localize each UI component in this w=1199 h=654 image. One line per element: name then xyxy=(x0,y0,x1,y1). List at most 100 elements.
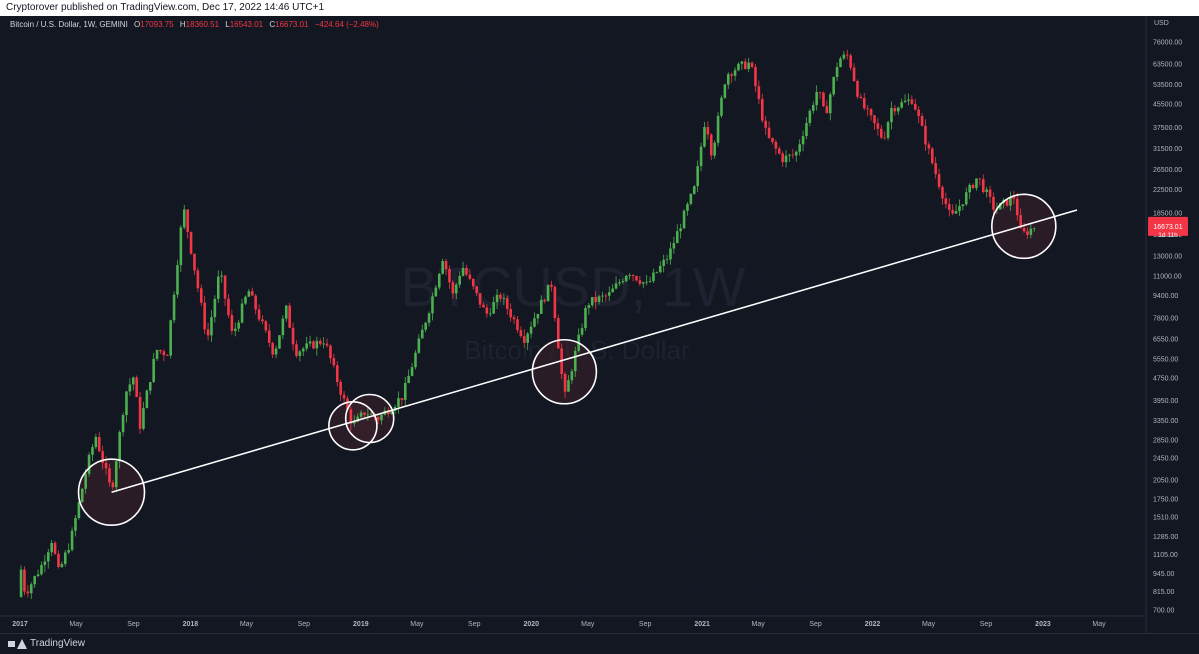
price-tick-label: 22500.00 xyxy=(1153,187,1182,194)
candle-body xyxy=(900,102,903,108)
candle-body xyxy=(407,375,410,384)
candle-body xyxy=(281,318,285,336)
candle-body xyxy=(808,110,812,123)
price-tick-label: 13000.00 xyxy=(1153,253,1182,260)
candle-body xyxy=(737,63,740,71)
candle-body xyxy=(774,141,778,149)
candle-body xyxy=(628,275,631,276)
candle-body xyxy=(910,99,914,104)
candle-body xyxy=(118,432,121,462)
candle-body xyxy=(516,319,519,331)
candle-body xyxy=(295,344,298,356)
price-tick-label: 4750.00 xyxy=(1153,375,1178,382)
change-value: −424.64 (−2.48%) xyxy=(315,20,379,29)
candle-body xyxy=(420,329,424,339)
price-tick-label: 53500.00 xyxy=(1153,82,1182,89)
candle-body xyxy=(556,318,560,349)
open-label: O xyxy=(134,20,140,29)
candle-body xyxy=(621,281,625,283)
candle-body xyxy=(80,488,84,503)
candle-body xyxy=(845,54,849,56)
time-tick-label: 2023 xyxy=(1035,621,1051,628)
time-axis[interactable]: 2017 May Sep 2018 May Sep 2019 May Sep 2020 May Sep… xyxy=(12,621,1106,628)
candle-body xyxy=(835,67,839,78)
candle-body xyxy=(791,154,795,156)
low-label: L xyxy=(225,20,230,29)
candle-body xyxy=(359,412,363,417)
time-tick-label: May xyxy=(69,621,83,628)
candle-body xyxy=(468,274,472,279)
highlight-circle-outlines xyxy=(77,193,1057,527)
candle-body xyxy=(971,184,975,189)
time-tick-label: 2018 xyxy=(183,621,199,628)
candle-body xyxy=(964,192,968,205)
candle-body xyxy=(822,92,825,107)
candle-body xyxy=(454,284,458,294)
candle-body xyxy=(386,410,390,415)
candle-body xyxy=(332,358,336,366)
price-tick-label: 9400.00 xyxy=(1153,293,1178,300)
candle-body xyxy=(832,77,835,95)
candle-body xyxy=(458,275,461,285)
candle-body xyxy=(223,275,227,299)
candle-body xyxy=(587,305,591,308)
candle-body xyxy=(519,330,523,337)
candle-body xyxy=(815,92,818,106)
candle-body xyxy=(342,394,346,399)
candle-body xyxy=(781,153,784,163)
candle-body xyxy=(849,55,852,68)
candle-body xyxy=(825,106,829,114)
price-tick-label: 2050.00 xyxy=(1153,477,1178,484)
candle-body xyxy=(665,259,669,261)
candle-body xyxy=(410,367,414,376)
candle-body xyxy=(478,293,482,305)
candle-body xyxy=(648,281,652,283)
candle-body xyxy=(186,209,189,232)
candle-body xyxy=(471,278,475,287)
candle-body xyxy=(730,74,733,76)
candle-body xyxy=(400,398,404,400)
trendline-layer[interactable] xyxy=(111,209,1078,493)
tradingview-logo[interactable]: TradingView xyxy=(8,638,85,649)
candle-body xyxy=(114,461,118,488)
candle-body xyxy=(199,288,203,303)
candle-body xyxy=(689,193,693,204)
candle-body xyxy=(607,292,611,296)
candle-body xyxy=(760,98,764,121)
candle-body xyxy=(652,272,655,282)
support-trendline[interactable] xyxy=(111,209,1078,493)
candle-body xyxy=(873,115,876,124)
candle-body xyxy=(526,333,529,343)
candle-body xyxy=(46,552,50,562)
candle-body xyxy=(604,295,608,297)
candle-body xyxy=(886,122,890,138)
candle-body xyxy=(448,269,451,283)
candle-body xyxy=(43,561,47,566)
candle-body xyxy=(866,108,869,110)
price-tick-label: 2450.00 xyxy=(1153,456,1178,463)
watermark-ticker: BTCUSD, 1W xyxy=(400,255,745,318)
candle-body xyxy=(274,348,278,355)
candle-body xyxy=(335,365,339,383)
candle-body xyxy=(618,282,621,284)
candle-body xyxy=(723,84,727,98)
low-value: 16543.01 xyxy=(230,20,264,29)
candle-body xyxy=(247,291,251,297)
candle-body xyxy=(798,144,801,152)
candle-body xyxy=(859,96,863,99)
candle-body xyxy=(142,408,145,429)
price-tick-label: 76000.00 xyxy=(1153,40,1182,47)
candle-body xyxy=(951,209,954,214)
candle-body xyxy=(424,322,427,330)
legend: Bitcoin / U.S. Dollar, 1W, GEMINI O17093… xyxy=(10,20,379,29)
candle-body xyxy=(726,74,730,85)
candle-body xyxy=(1015,198,1019,216)
candle-body xyxy=(842,54,846,59)
high-label: H xyxy=(180,20,186,29)
candle-body xyxy=(363,412,366,415)
candle-body xyxy=(233,328,237,331)
candle-body xyxy=(1032,228,1036,230)
price-chart[interactable]: BTCUSD, 1W Bitcoin / U.S. Dollar 76000.0… xyxy=(0,16,1199,633)
tradingview-brand: TradingView xyxy=(30,638,86,649)
candle-body xyxy=(271,342,274,355)
